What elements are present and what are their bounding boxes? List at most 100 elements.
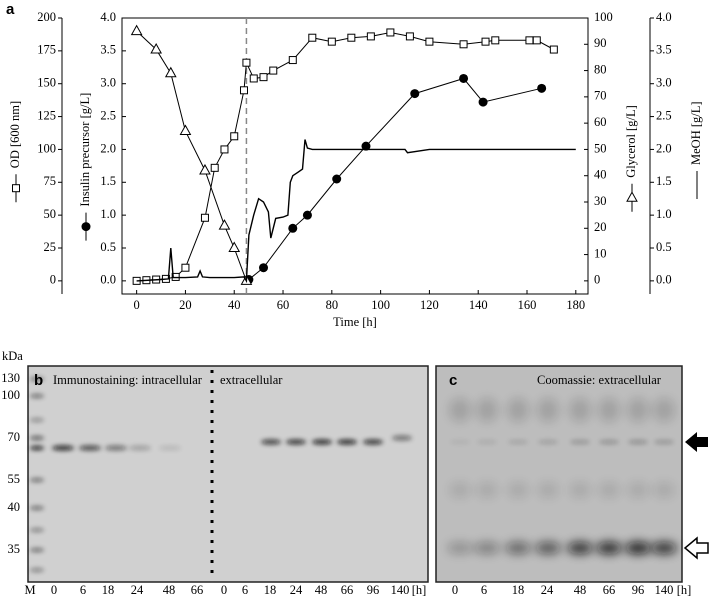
marker-square (200, 213, 209, 222)
x-axis-title: Time [h] (333, 315, 377, 329)
y-tick-label: 2.0 (656, 141, 672, 155)
y-tick-label: 3.0 (100, 76, 116, 90)
y-tick-label: 70 (594, 89, 607, 103)
axis-title: Glycerol [g/L] (624, 105, 638, 178)
y-tick-label: 100 (594, 10, 613, 24)
series-line (136, 139, 576, 284)
marker-square (288, 56, 297, 65)
lane-label: 48 (315, 583, 328, 597)
lane-label: 18 (512, 583, 525, 597)
panel-label: c (449, 372, 457, 389)
marker-square (210, 163, 219, 172)
marker-label: 130 (1, 371, 20, 385)
gel-band (537, 482, 559, 498)
y-tick-label: 0 (50, 273, 56, 287)
gel-band (30, 394, 44, 398)
marker-triangle (228, 241, 241, 252)
marker-square (491, 36, 500, 45)
y-tick-label: 50 (44, 207, 57, 221)
y-tick-label: 2.5 (656, 108, 672, 122)
axis-title: MeOH [g/L] (689, 101, 703, 165)
gel-band (159, 445, 181, 451)
gel-band (627, 482, 649, 498)
marker-square (386, 28, 395, 37)
gel-band (30, 568, 44, 572)
gel-band (625, 542, 651, 554)
y-tick-label: 1.5 (656, 174, 672, 188)
lane-label: 18 (264, 583, 277, 597)
x-tick-label: 20 (179, 298, 192, 312)
axis-title-group: OD [600 nm] (8, 101, 22, 203)
y-tick-label: 80 (594, 62, 607, 76)
arrow-filled (685, 432, 708, 452)
marker-square (405, 32, 414, 41)
gel-band (30, 478, 44, 482)
gel-band (477, 440, 497, 444)
marker-triangle (164, 66, 177, 78)
marker-triangle (130, 24, 143, 36)
lane-label: 140 (391, 583, 410, 597)
gel-band (599, 440, 619, 444)
plot-frame (121, 17, 589, 295)
y-tick-label: 50 (594, 141, 607, 155)
gel-band (312, 439, 332, 445)
marker-square (327, 37, 336, 46)
gel-band (449, 482, 471, 498)
lane-label: 24 (541, 583, 554, 597)
lane-label: 66 (603, 583, 616, 597)
x-tick-label: 0 (134, 298, 140, 312)
gel-band (30, 436, 44, 440)
gel-band (538, 440, 558, 444)
marker-square (525, 36, 534, 45)
y-tick-label: 20 (594, 220, 607, 234)
x-tick-label: 60 (277, 298, 290, 312)
marker-label: 35 (8, 542, 21, 556)
gel-title: Coomassie: extracellular (537, 373, 662, 387)
y-tick-label: 0.0 (100, 273, 116, 287)
lane-label: 66 (341, 583, 354, 597)
gel-band (508, 440, 528, 444)
gel-band (567, 542, 593, 554)
marker-square (230, 132, 239, 141)
marker-triangle (218, 219, 231, 230)
y-tick-label: 4.0 (100, 10, 116, 24)
y-tick-label: 4.0 (656, 10, 672, 24)
y-tick-label: 3.5 (656, 43, 672, 57)
marker-label: 70 (8, 430, 21, 444)
lane-label: 140 (655, 583, 674, 597)
marker-circle (332, 174, 342, 184)
gel-band (507, 482, 529, 498)
y-tick-label: 200 (37, 10, 56, 24)
y-tick-label: 125 (37, 108, 56, 122)
marker-circle (302, 210, 312, 220)
marker-square (220, 145, 229, 154)
x-tick-label: 160 (518, 298, 537, 312)
marker-triangle (179, 124, 192, 136)
gel-band (627, 398, 649, 422)
axis-title-group: MeOH [g/L] (689, 101, 703, 199)
axis-title: Insulin precursor [g/L] (78, 93, 92, 207)
axis-title: OD [600 nm] (8, 101, 22, 168)
y-tick-label: 3.0 (656, 76, 672, 90)
lane-label: 66 (191, 583, 204, 597)
gel-bands (30, 377, 677, 572)
gel-band (286, 439, 306, 445)
lane-label: 96 (367, 583, 380, 597)
gel-b (27, 365, 429, 583)
gel-band (474, 542, 500, 554)
gel-band (570, 440, 590, 444)
marker-square (481, 37, 490, 46)
gel-band (537, 398, 559, 422)
axis-title-group: Insulin precursor [g/L] (78, 93, 92, 241)
gel-band (476, 482, 498, 498)
lane-label: 24 (290, 583, 303, 597)
axis-title-group: Glycerol [g/L] (624, 105, 638, 212)
marker-label: 55 (8, 472, 21, 486)
x-tick-label: 100 (371, 298, 390, 312)
gel-band (596, 542, 622, 554)
gel-band (30, 528, 44, 532)
gel-band (105, 445, 127, 451)
marker-square (459, 40, 468, 49)
y-tick-label: 30 (594, 194, 607, 208)
marker-circle (410, 89, 420, 99)
